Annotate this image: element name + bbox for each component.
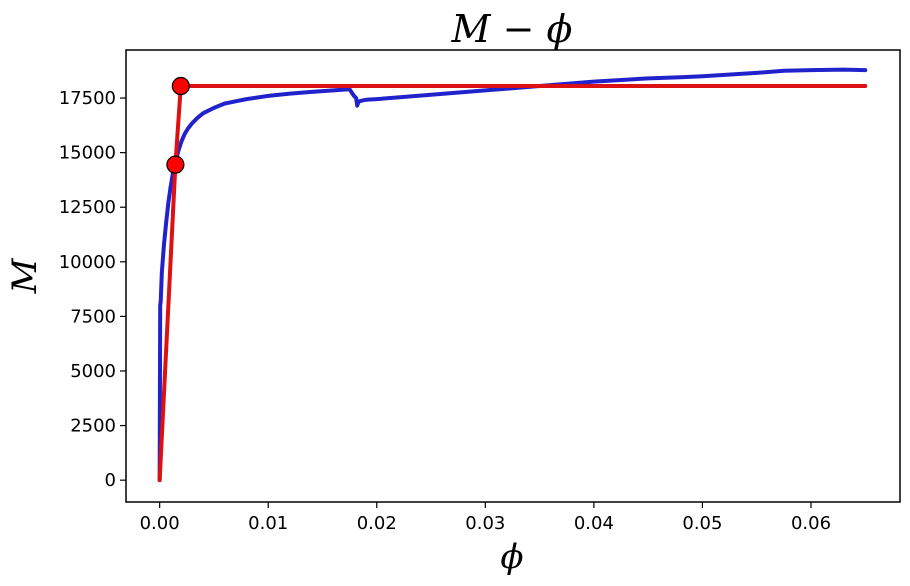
x-tick-label: 0.01: [248, 513, 288, 534]
x-tick-label: 0.03: [465, 513, 505, 534]
y-axis-label: M: [5, 257, 45, 294]
y-tick-label: 7500: [70, 306, 116, 327]
y-tick-label: 12500: [59, 197, 116, 218]
point-marker-2: [171, 76, 190, 96]
y-tick-label: 0: [105, 470, 116, 491]
x-axis-ticks: 0.00 0.01 0.02 0.03 0.04 0.05 0.06: [140, 502, 831, 534]
series-layer: [157, 67, 868, 483]
x-axis-label: ϕ: [500, 537, 523, 577]
x-tick-label: 0.02: [357, 513, 397, 534]
y-axis-ticks: 0 2500 5000 7500 10000 12500 15000 17500: [59, 88, 126, 491]
y-tick-label: 15000: [59, 143, 116, 164]
plot-frame: [125, 49, 901, 503]
y-tick-label: 2500: [70, 416, 116, 437]
y-tick-label: 17500: [59, 88, 116, 109]
marker-layer: [166, 76, 190, 174]
y-tick-label: 5000: [70, 361, 116, 382]
point-marker-1: [166, 155, 185, 174]
chart-title: M − ϕ: [451, 7, 573, 51]
x-tick-label: 0.06: [791, 513, 831, 534]
series-line-2: [157, 84, 868, 483]
x-tick-label: 0.04: [574, 513, 614, 534]
x-tick-label: 0.00: [140, 513, 180, 534]
series-line-1: [157, 67, 868, 483]
x-tick-label: 0.05: [682, 513, 722, 534]
y-tick-label: 10000: [59, 252, 116, 273]
